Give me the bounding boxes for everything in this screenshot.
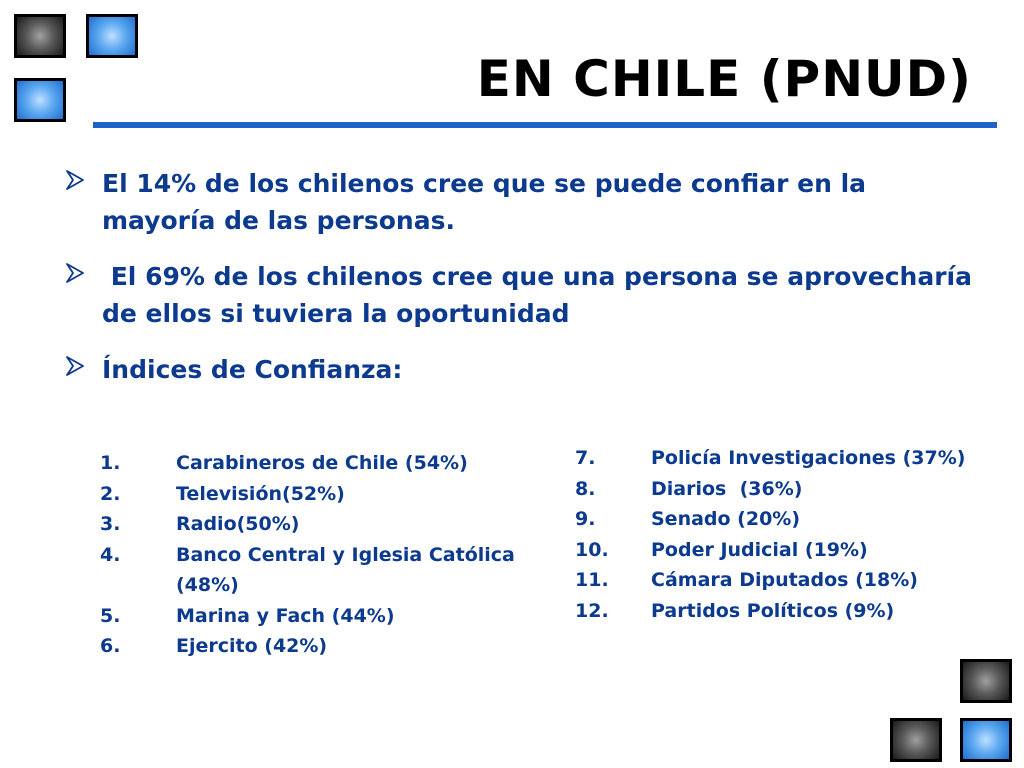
list-number: 5. — [100, 604, 121, 627]
bullet-text: El 69% de los chilenos cree que una pers… — [102, 262, 981, 328]
decorative-tile-dark — [960, 659, 1012, 703]
list-text: Cámara Diputados (18%) — [651, 569, 918, 591]
chevron-arrow-icon — [66, 170, 84, 190]
list-item: 8. Diarios (36%) — [575, 474, 1015, 505]
chevron-arrow-icon — [66, 263, 84, 283]
list-item: 7. Policía Investigaciones (37%) — [575, 443, 1015, 474]
decorative-tile-blue — [86, 14, 138, 58]
list-text: Banco Central y Iglesia Católica (48%) — [176, 543, 515, 597]
title-underline — [93, 122, 997, 128]
decorative-tile-dark — [890, 718, 942, 762]
list-text: Televisión(52%) — [176, 482, 345, 505]
list-item: 11. Cámara Diputados (18%) — [575, 565, 1015, 596]
list-item: 9. Senado (20%) — [575, 504, 1015, 535]
list-number: 9. — [575, 508, 596, 530]
list-item: 4. Banco Central y Iglesia Católica (48%… — [100, 540, 560, 601]
bullet-text: Índices de Confianza: — [102, 355, 403, 384]
confidence-list-right: 7. Policía Investigaciones (37%) 8. Diar… — [575, 443, 1015, 626]
confidence-list-left: 1. Carabineros de Chile (54%) 2. Televis… — [100, 448, 560, 662]
list-number: 10. — [575, 538, 609, 561]
list-text: Senado (20%) — [651, 508, 801, 530]
list-number: 12. — [575, 599, 609, 622]
list-item: 1. Carabineros de Chile (54%) — [100, 448, 560, 479]
list-item: 3. Radio(50%) — [100, 509, 560, 540]
list-text: Policía Investigaciones (37%) — [651, 447, 966, 469]
list-number: 1. — [100, 452, 121, 474]
list-number: 2. — [100, 482, 121, 505]
list-item: 5. Marina y Fach (44%) — [100, 601, 560, 632]
list-text: Partidos Políticos (9%) — [651, 599, 895, 622]
decorative-tile-dark — [14, 14, 66, 58]
list-text: Carabineros de Chile (54%) — [176, 452, 468, 474]
bullet-item: El 69% de los chilenos cree que una pers… — [64, 258, 984, 332]
decorative-tile-blue — [960, 718, 1012, 762]
list-text: Diarios (36%) — [651, 477, 803, 500]
list-number: 3. — [100, 513, 121, 535]
list-item: 10. Poder Judicial (19%) — [575, 535, 1015, 566]
list-text: Marina y Fach (44%) — [176, 604, 395, 627]
list-number: 6. — [100, 635, 121, 657]
list-number: 7. — [575, 447, 596, 469]
list-text: Radio(50%) — [176, 513, 300, 535]
list-item: 6. Ejercito (42%) — [100, 631, 560, 662]
bullet-text: El 14% de los chilenos cree que se puede… — [102, 169, 867, 235]
list-number: 8. — [575, 477, 596, 500]
bullet-item: Índices de Confianza: — [64, 351, 984, 388]
slide-title: EN CHILE (PNUD) — [476, 50, 972, 108]
list-text: Poder Judicial (19%) — [651, 538, 868, 561]
list-number: 11. — [575, 569, 609, 591]
list-number: 4. — [100, 543, 121, 566]
list-text: Ejercito (42%) — [176, 635, 328, 657]
bullet-list: El 14% de los chilenos cree que se puede… — [64, 165, 984, 407]
decorative-tile-blue — [14, 78, 66, 122]
list-item: 2. Televisión(52%) — [100, 479, 560, 510]
bullet-item: El 14% de los chilenos cree que se puede… — [64, 165, 984, 239]
list-item: 12. Partidos Políticos (9%) — [575, 596, 1015, 627]
chevron-arrow-icon — [66, 356, 84, 376]
